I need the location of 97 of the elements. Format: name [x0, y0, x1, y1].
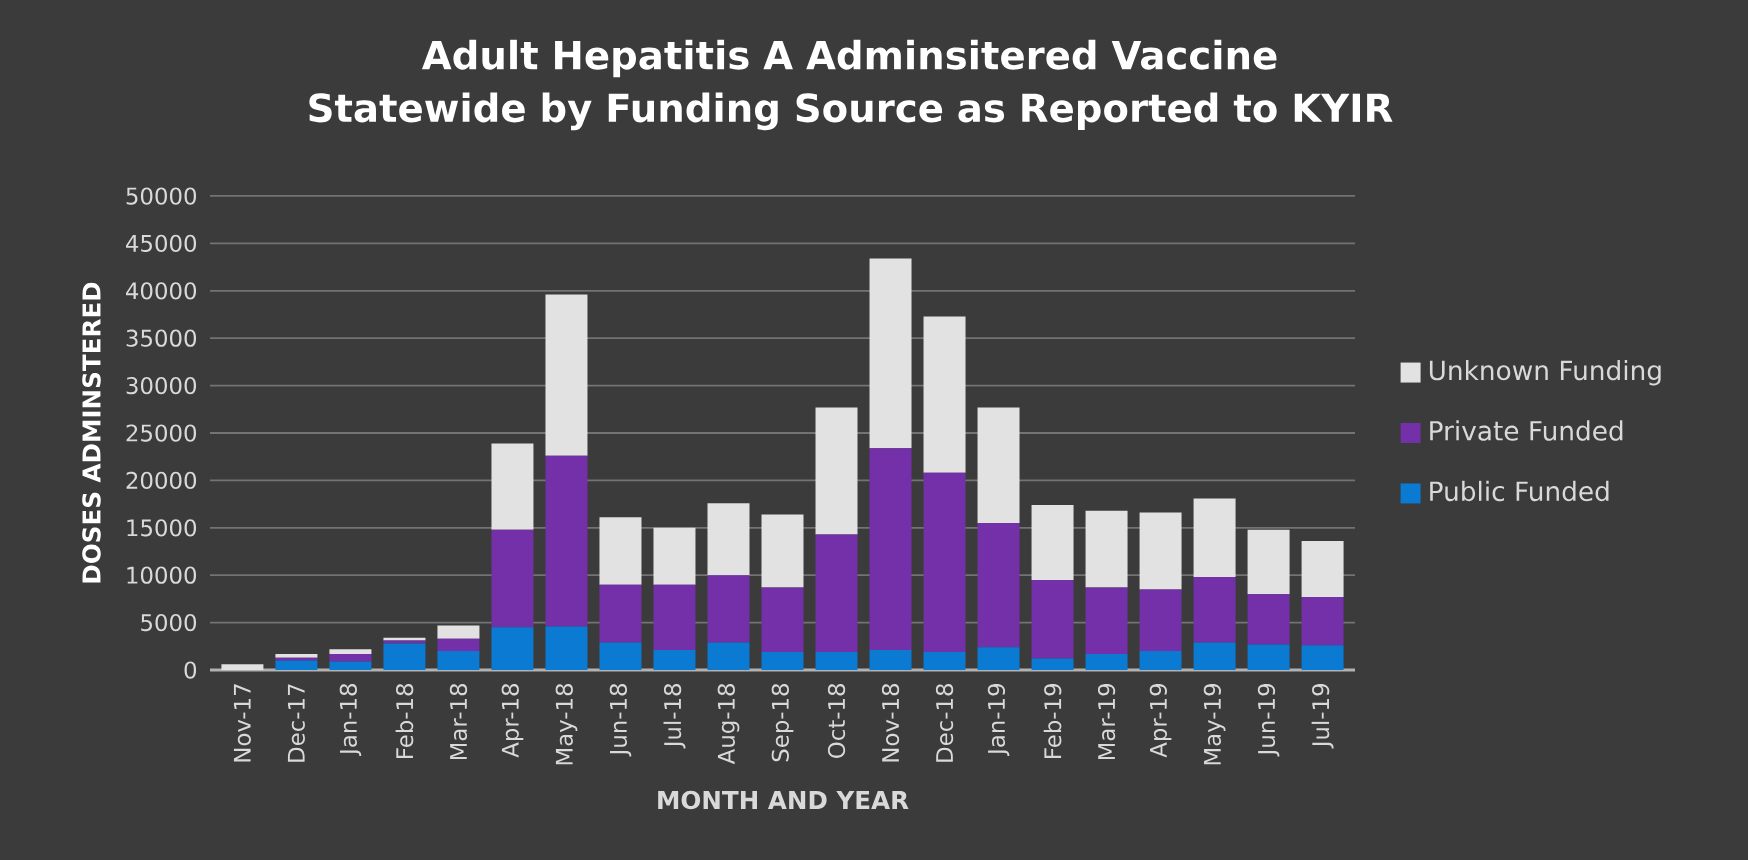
bar [329, 653, 372, 662]
bar [1085, 653, 1128, 670]
bar [1139, 512, 1182, 590]
y-tick-label: 40000 [126, 282, 197, 300]
bar [1247, 529, 1290, 595]
bar [815, 534, 858, 652]
x-tick-label: Aug-18 [717, 683, 740, 765]
x-tick-label: Oct-18 [827, 683, 846, 758]
bar [1085, 587, 1128, 654]
y-tick-label: 20000 [126, 471, 197, 490]
y-tick-label: 0 [184, 661, 197, 679]
bar [1031, 579, 1074, 659]
x-tick-label: Jul-18 [663, 683, 686, 749]
legend-label: Unknown Funding [1429, 359, 1661, 386]
y-tick-label: 50000 [126, 187, 197, 205]
bar [545, 626, 588, 670]
x-tick-label: Jul-19 [1311, 684, 1334, 749]
bar [221, 664, 264, 670]
bar [437, 638, 480, 652]
bar [707, 642, 750, 670]
bar [761, 587, 804, 652]
bar [1031, 658, 1074, 670]
bar [1247, 644, 1290, 670]
bar [1193, 577, 1236, 643]
y-tick-label: 35000 [126, 329, 197, 347]
bar [1301, 541, 1344, 597]
bar [977, 647, 1020, 670]
bar [977, 523, 1020, 648]
x-tick-label: Jun-19 [1257, 684, 1280, 757]
bar [275, 653, 318, 658]
bar [491, 443, 534, 530]
bar [761, 514, 804, 588]
bar [1031, 505, 1074, 580]
bar [653, 584, 696, 651]
bar [815, 651, 858, 670]
y-tick-label: 25000 [126, 424, 197, 442]
x-tick-label: Jun-18 [609, 683, 632, 757]
bar [1139, 589, 1182, 652]
bar [1301, 645, 1344, 670]
bar [437, 651, 480, 670]
bar [761, 651, 804, 670]
y-tick-label: 5000 [141, 613, 197, 632]
bar [1139, 651, 1182, 670]
legend-label: Private Funded [1430, 420, 1623, 441]
x-tick-label: Sep-18 [771, 683, 794, 762]
x-tick-label: Mar-19 [1097, 684, 1116, 760]
y-tick-label: 15000 [127, 519, 197, 537]
bar [1301, 597, 1344, 646]
bar [707, 575, 750, 643]
bar [977, 407, 1020, 524]
bar [815, 407, 858, 535]
bar [1193, 642, 1236, 670]
bar [383, 643, 426, 670]
bar [653, 527, 696, 585]
bar [545, 294, 588, 456]
bar [329, 649, 372, 654]
x-tick-label: Nov-17 [233, 684, 251, 762]
bar [545, 455, 588, 627]
bar [869, 650, 912, 670]
x-tick-label: Apr-19 [1149, 684, 1172, 758]
x-tick-label: Feb-18 [395, 683, 414, 758]
bar [869, 448, 912, 651]
bar [599, 584, 642, 643]
bar [437, 625, 480, 639]
x-axis-title: MONTH AND YEAR [658, 790, 909, 810]
bar [599, 642, 642, 670]
bar [491, 529, 534, 628]
y-tick-label: 45000 [126, 234, 197, 253]
bar [599, 517, 642, 585]
bar [653, 650, 696, 670]
x-tick-label: Apr-18 [501, 683, 524, 758]
x-tick-label: Jan-18 [339, 683, 362, 757]
y-tick-label: 30000 [126, 376, 197, 395]
bar [923, 316, 966, 473]
bar [869, 258, 912, 449]
legend-label: Public Funded [1430, 480, 1609, 502]
bar [923, 472, 966, 652]
bar [1193, 498, 1236, 578]
x-tick-label: Mar-18 [449, 683, 468, 760]
x-tick-label: Dec-17 [287, 684, 305, 762]
bar [491, 627, 534, 670]
x-tick-label: Feb-19 [1043, 684, 1062, 758]
bar [707, 503, 750, 576]
x-tick-label: Jan-19 [987, 684, 1010, 757]
x-tick-label: Dec-18 [935, 683, 954, 762]
bar [275, 657, 318, 661]
x-tick-label: May-19 [1203, 684, 1226, 765]
bar [1247, 594, 1290, 645]
bar [275, 660, 318, 670]
bar [923, 651, 966, 670]
y-tick-label: 10000 [127, 566, 197, 584]
bar [1085, 510, 1128, 588]
bar [329, 661, 372, 670]
x-tick-label: May-18 [555, 683, 578, 765]
x-tick-label: Nov-18 [881, 683, 900, 762]
chart-title: Adult Hepatitis A Adminsitered Vaccine Statewide by Funding Source as Reported to KYIR [309, 39, 1393, 131]
y-axis-title: DOSES ADMINSTERED [82, 282, 101, 583]
